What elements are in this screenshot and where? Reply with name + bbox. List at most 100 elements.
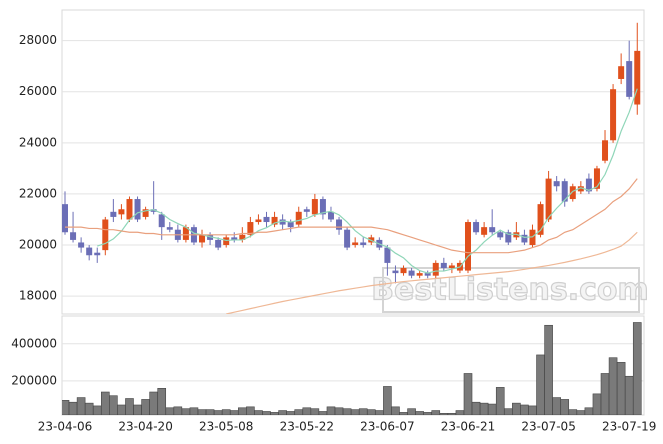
candle-body: [634, 50, 641, 105]
volume-bar: [326, 406, 336, 415]
volume-bar: [495, 387, 505, 415]
candle-body: [247, 222, 254, 235]
volume-bar: [181, 408, 191, 415]
candle-body: [336, 219, 343, 230]
volume-bar: [62, 400, 70, 415]
candle-body: [561, 181, 568, 202]
volume-bar: [157, 388, 167, 415]
volume-bar: [76, 397, 86, 415]
candle-body: [569, 186, 576, 200]
candle-body: [408, 270, 415, 276]
volume-bar: [286, 411, 295, 415]
candle-body: [231, 237, 238, 240]
volume-bar: [463, 373, 473, 415]
volume-bar: [294, 409, 304, 415]
candle-body: [118, 209, 125, 215]
candle-body: [360, 242, 367, 246]
candle-body: [215, 239, 222, 248]
candle-body: [327, 211, 334, 220]
volume-bar: [415, 411, 424, 415]
volume-bar: [608, 357, 618, 415]
candle-body: [352, 242, 359, 246]
candle-body: [223, 237, 230, 246]
volume-bar: [439, 413, 449, 415]
y-tick-label: 200000: [11, 373, 57, 387]
volume-bar: [270, 412, 279, 415]
candle-body: [481, 227, 488, 235]
volume-bar: [101, 391, 110, 415]
candle-body: [199, 234, 206, 243]
x-tick-label: 23-07-05: [521, 420, 575, 434]
volume-bar: [512, 402, 521, 415]
candle-body: [166, 227, 173, 230]
volume-bar: [632, 322, 642, 415]
candle-body: [182, 227, 189, 240]
candle-body: [255, 219, 262, 223]
x-tick-label: 23-06-21: [441, 420, 495, 434]
candle-body: [473, 222, 480, 233]
candle-body: [593, 168, 600, 189]
x-tick-label: 23-07-19: [602, 420, 656, 434]
volume-bar: [399, 412, 408, 415]
candle-body: [602, 140, 609, 161]
volume-bar: [520, 404, 529, 415]
volume-bar: [173, 406, 183, 415]
volume-bar: [375, 410, 384, 415]
volume-bar: [84, 402, 94, 415]
candle-body: [497, 232, 504, 238]
volume-bar: [133, 404, 142, 415]
moving-average-line: [97, 88, 638, 274]
volume-bar: [238, 407, 247, 415]
volume-bar: [560, 399, 570, 415]
x-tick-label: 23-06-07: [360, 420, 414, 434]
volume-bar: [624, 375, 634, 415]
volume-bar: [342, 408, 352, 415]
price-panel: [61, 9, 645, 315]
moving-average-line: [226, 231, 638, 314]
volume-bar: [334, 407, 344, 415]
volume-bar: [165, 407, 175, 415]
volume-bar: [125, 398, 134, 415]
watermark-box: [382, 267, 640, 313]
y-tick-label: 26000: [19, 84, 57, 98]
candle-body: [440, 262, 447, 269]
x-tick-label: 23-04-06: [38, 420, 92, 434]
volume-bar: [423, 412, 433, 415]
volume-bar: [407, 408, 416, 415]
volume-bar: [366, 409, 376, 415]
volume-bar: [544, 324, 553, 415]
volume-bar: [455, 410, 465, 415]
volume-bar: [262, 411, 271, 415]
candle-body: [448, 265, 455, 269]
labels: 23-04-06 23-04-20 23-05-08 23-05-22 23-06-07…: [11, 33, 656, 433]
candle-body: [432, 262, 439, 276]
candle-body: [134, 199, 141, 220]
candle-body: [287, 222, 294, 228]
y-tick-label: 28000: [19, 33, 57, 47]
candle-body: [150, 209, 157, 212]
candle-body: [158, 214, 165, 228]
candle-body: [384, 247, 391, 263]
candle-body: [295, 211, 302, 225]
volume-bar: [552, 397, 561, 415]
candle-body: [537, 204, 544, 235]
volume-bar: [197, 409, 207, 415]
volume-bar: [592, 393, 602, 415]
volume-bar: [254, 410, 263, 415]
volume-bar: [471, 401, 481, 415]
x-tick-label: 23-05-22: [280, 420, 334, 434]
volume-bar: [109, 395, 118, 415]
price-marks: [62, 22, 641, 314]
volume-bar: [528, 405, 537, 415]
volume-bar: [616, 362, 626, 415]
volume-bar: [310, 408, 320, 415]
candle-body: [78, 242, 85, 248]
candle-body: [489, 227, 496, 233]
volume-bar: [600, 373, 610, 415]
volume-bar: [350, 409, 360, 415]
volume-bar: [503, 408, 513, 415]
candle-body: [618, 66, 625, 79]
candle-body: [416, 273, 423, 276]
candle-body: [521, 234, 528, 243]
